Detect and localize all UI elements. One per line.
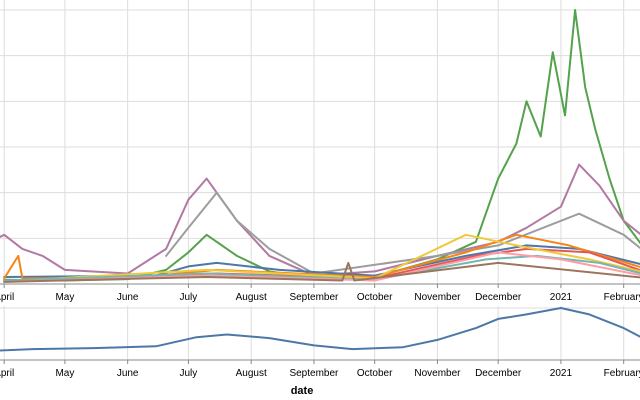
x-tick-label: November [414, 292, 461, 303]
series-line-9[interactable] [3, 251, 640, 283]
x-tick-label: May [55, 368, 74, 379]
x-tick-label: February [604, 292, 640, 303]
x-tick-label: April [0, 292, 14, 303]
series-line-8[interactable] [3, 254, 640, 282]
x-tick-label: April [0, 368, 14, 379]
detail-panel: April May June July August September October No… [0, 0, 640, 303]
x-tick-label: February [604, 368, 640, 379]
series-line-2[interactable] [0, 163, 640, 277]
overview-series-group [0, 307, 640, 352]
x-tick-label: August [236, 292, 267, 303]
series-line-1[interactable] [0, 307, 640, 352]
x-tick-label: June [117, 368, 139, 379]
x-tick-label: September [289, 368, 339, 379]
x-tick-label: November [414, 368, 461, 379]
x-tick-label: August [236, 368, 267, 379]
series-line-1[interactable] [3, 9, 640, 282]
x-tick-label: September [289, 292, 339, 303]
overview-gridlines [0, 306, 640, 361]
series-line-10[interactable] [3, 261, 640, 283]
x-tick-label: July [180, 368, 198, 379]
x-tick-label: June [117, 292, 139, 303]
overview-x-axis: April May June July August September October No… [0, 359, 640, 379]
x-axis-title: date [291, 385, 314, 397]
detail-x-axis: April May June July August September October No… [0, 283, 640, 303]
detail-gridlines [0, 0, 640, 285]
detail-series-group [0, 9, 640, 283]
x-tick-label: May [55, 292, 74, 303]
overview-panel[interactable]: April May June July August September October No… [0, 306, 640, 397]
x-tick-label: December [475, 368, 522, 379]
x-tick-label: 2021 [550, 368, 573, 379]
x-tick-label: October [357, 292, 393, 303]
series-line-7[interactable] [3, 233, 640, 283]
x-tick-label: 2021 [550, 292, 573, 303]
x-tick-label: December [475, 292, 522, 303]
x-tick-label: October [357, 368, 393, 379]
x-tick-label: July [180, 292, 198, 303]
